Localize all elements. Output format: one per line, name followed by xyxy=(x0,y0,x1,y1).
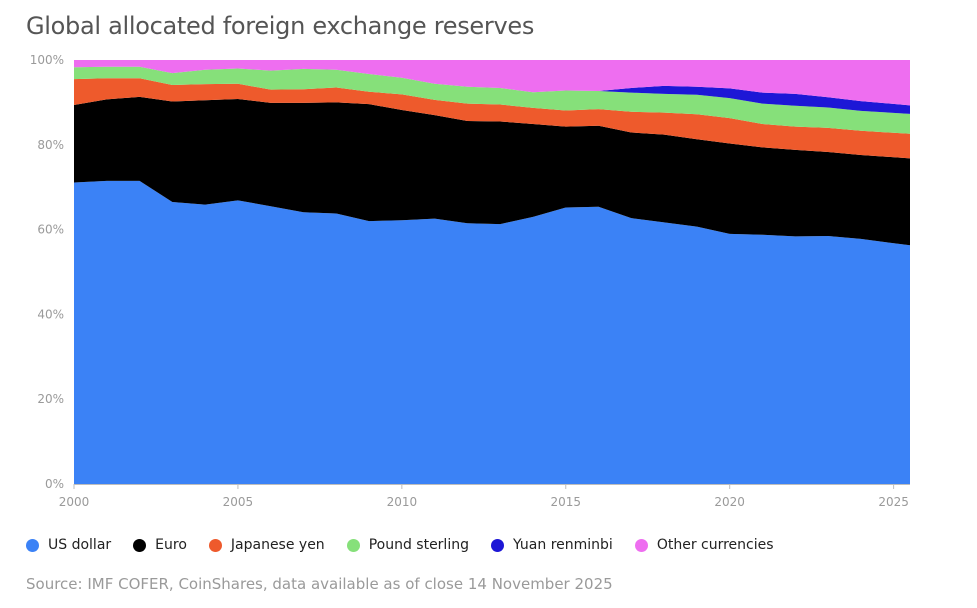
y-tick-label: 40% xyxy=(37,307,64,321)
area-euro xyxy=(74,96,910,246)
x-tick-label: 2005 xyxy=(223,495,254,509)
legend-label: Euro xyxy=(155,537,187,553)
legend-swatch xyxy=(208,538,222,552)
source-note: Source: IMF COFER, CoinShares, data avai… xyxy=(26,575,613,593)
legend-label: Pound sterling xyxy=(368,537,469,553)
area-series-group xyxy=(74,60,910,484)
area-us-dollar xyxy=(74,180,910,484)
legend-swatch xyxy=(634,538,648,552)
chart-title: Global allocated foreign exchange reserv… xyxy=(26,12,535,40)
area-other-currencies xyxy=(74,60,910,106)
x-tick-label: 2010 xyxy=(387,495,418,509)
legend-label: US dollar xyxy=(48,537,112,553)
y-tick-label: 100% xyxy=(30,53,64,67)
chart-legend: US dollar Euro Japanese yen Pound sterling Y… xyxy=(26,537,796,553)
y-tick-label: 0% xyxy=(45,477,64,491)
y-tick-label: 60% xyxy=(37,223,64,237)
legend-swatch xyxy=(490,538,504,552)
legend-swatch xyxy=(346,538,360,552)
legend-item: US dollar xyxy=(26,537,111,553)
area-pound-sterling xyxy=(74,66,910,134)
legend-label: Yuan renminbi xyxy=(512,537,613,553)
legend-label: Other currencies xyxy=(656,537,774,553)
area-japanese-yen xyxy=(74,78,910,159)
legend-swatch xyxy=(133,538,147,552)
axes-group: 2000 2005 2010 2015 2020 2025 0% 20% 40% 60% 80% 10… xyxy=(30,53,910,509)
x-tick-label: 2025 xyxy=(878,495,909,509)
y-tick-label: 80% xyxy=(37,138,64,152)
x-tick-label: 2015 xyxy=(550,495,581,509)
x-tick-label: 2020 xyxy=(714,495,745,509)
y-tick-label: 20% xyxy=(37,392,64,406)
legend-item: Pound sterling xyxy=(346,537,469,553)
x-tick-label: 2000 xyxy=(59,495,90,509)
legend-item: Yuan renminbi xyxy=(490,537,613,553)
legend-swatch xyxy=(26,538,39,552)
legend-item: Japanese yen xyxy=(208,537,325,553)
legend-label: Japanese yen xyxy=(230,537,325,553)
legend-item: Euro xyxy=(133,537,187,553)
legend-item: Other currencies xyxy=(634,537,774,553)
area-yuan-renminbi xyxy=(74,66,910,114)
